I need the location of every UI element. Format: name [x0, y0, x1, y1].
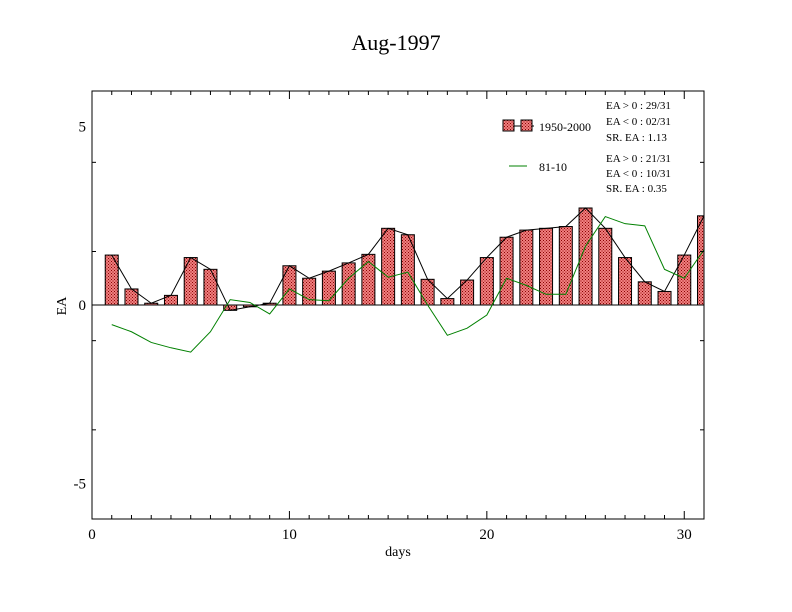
bar-day-15	[381, 227, 396, 306]
legend-stat-81-10-negative: EA < 0 : 10/31	[606, 168, 671, 180]
bar-day-23	[539, 227, 554, 306]
chart-title: Aug-1997	[351, 30, 440, 55]
bar-day-5	[183, 257, 198, 306]
legend-label-81-10: 81-10	[539, 160, 567, 174]
bar-day-10	[282, 265, 297, 306]
y-axis-label: EA	[55, 296, 70, 316]
bar-day-12	[321, 270, 336, 306]
bar-day-22	[519, 229, 534, 306]
legend-label-1950-2000: 1950-2000	[539, 120, 591, 134]
x-axis-label: days	[385, 545, 411, 560]
legend-bar-swatch-right	[520, 119, 533, 132]
bar-day-21	[499, 236, 514, 306]
legend-stat-1950-2000-positive: EA > 0 : 29/31	[606, 100, 671, 112]
bar-day-27	[618, 257, 633, 306]
bar-day-29	[657, 290, 672, 306]
y-tick-label--5: -5	[74, 476, 87, 492]
legend-stat-1950-2000-sr: SR. EA : 1.13	[606, 132, 667, 144]
bar-day-20	[479, 257, 494, 306]
legend-stat-1950-2000-negative: EA < 0 : 02/31	[606, 116, 671, 128]
legend: 1950-2000 EA > 0 : 29/31 EA < 0 : 02/31 …	[502, 100, 671, 195]
series-1950-2000-line	[111, 207, 704, 311]
bar-day-2	[124, 288, 139, 306]
series-81-10-line	[111, 215, 704, 353]
x-tick-label-30: 30	[677, 527, 692, 543]
y-tick-label-0: 0	[79, 298, 87, 314]
legend-stat-81-10-sr: SR. EA : 0.35	[606, 183, 667, 195]
bar-day-18	[440, 298, 455, 306]
y-tick-label-5: 5	[79, 120, 87, 136]
bar-day-11	[302, 277, 317, 306]
bar-day-26	[598, 227, 613, 306]
bar-day-31	[697, 215, 704, 306]
x-tick-label-0: 0	[88, 527, 96, 543]
bar-day-28	[637, 281, 652, 306]
plot-frame	[91, 90, 705, 520]
bar-day-6	[203, 268, 218, 306]
legend-stat-81-10-positive: EA > 0 : 21/31	[606, 153, 671, 165]
x-tick-label-10: 10	[282, 527, 297, 543]
x-tick-label-20: 20	[479, 527, 494, 543]
legend-bar-swatch-left	[502, 119, 515, 132]
